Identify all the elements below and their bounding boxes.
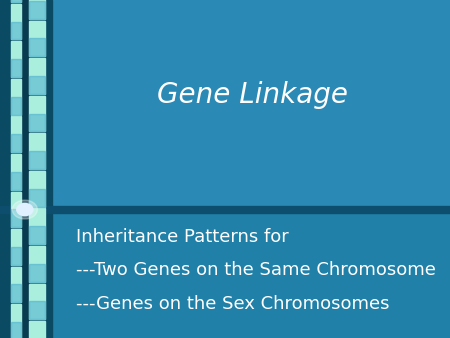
Circle shape bbox=[12, 200, 37, 219]
Polygon shape bbox=[29, 114, 45, 131]
Polygon shape bbox=[29, 39, 45, 56]
Polygon shape bbox=[11, 0, 21, 2]
Polygon shape bbox=[29, 133, 45, 169]
Polygon shape bbox=[11, 41, 21, 77]
Polygon shape bbox=[29, 0, 45, 19]
Polygon shape bbox=[29, 209, 45, 244]
Polygon shape bbox=[29, 151, 45, 169]
Polygon shape bbox=[11, 4, 21, 40]
Polygon shape bbox=[11, 267, 21, 302]
Polygon shape bbox=[29, 21, 45, 56]
Polygon shape bbox=[11, 172, 21, 190]
Polygon shape bbox=[29, 321, 45, 338]
Polygon shape bbox=[29, 58, 45, 94]
Bar bbox=[21, 0, 29, 338]
Polygon shape bbox=[29, 284, 45, 319]
Polygon shape bbox=[11, 79, 21, 115]
Polygon shape bbox=[29, 189, 45, 207]
Polygon shape bbox=[11, 229, 21, 265]
Polygon shape bbox=[29, 301, 45, 319]
Polygon shape bbox=[11, 59, 21, 77]
Text: ---Genes on the Sex Chromosomes: ---Genes on the Sex Chromosomes bbox=[76, 295, 390, 313]
Bar bbox=[0, 206, 450, 213]
Polygon shape bbox=[11, 304, 21, 338]
Polygon shape bbox=[11, 0, 21, 2]
Bar bbox=[0, 210, 450, 338]
Text: Inheritance Patterns for: Inheritance Patterns for bbox=[76, 227, 289, 246]
Text: Gene Linkage: Gene Linkage bbox=[157, 81, 347, 108]
Polygon shape bbox=[11, 154, 21, 190]
Polygon shape bbox=[29, 246, 45, 282]
Polygon shape bbox=[29, 264, 45, 282]
Polygon shape bbox=[11, 116, 21, 152]
Polygon shape bbox=[11, 192, 21, 227]
Polygon shape bbox=[11, 134, 21, 152]
Polygon shape bbox=[11, 97, 21, 115]
Polygon shape bbox=[11, 247, 21, 265]
Polygon shape bbox=[11, 285, 21, 302]
Polygon shape bbox=[29, 1, 45, 19]
Polygon shape bbox=[29, 171, 45, 207]
Polygon shape bbox=[29, 76, 45, 94]
Polygon shape bbox=[11, 322, 21, 338]
Polygon shape bbox=[29, 226, 45, 244]
Polygon shape bbox=[11, 209, 21, 227]
Polygon shape bbox=[11, 22, 21, 40]
Circle shape bbox=[17, 203, 33, 216]
Text: ---Two Genes on the Same Chromosome: ---Two Genes on the Same Chromosome bbox=[76, 261, 436, 280]
Polygon shape bbox=[29, 96, 45, 131]
Bar bbox=[0, 0, 52, 338]
